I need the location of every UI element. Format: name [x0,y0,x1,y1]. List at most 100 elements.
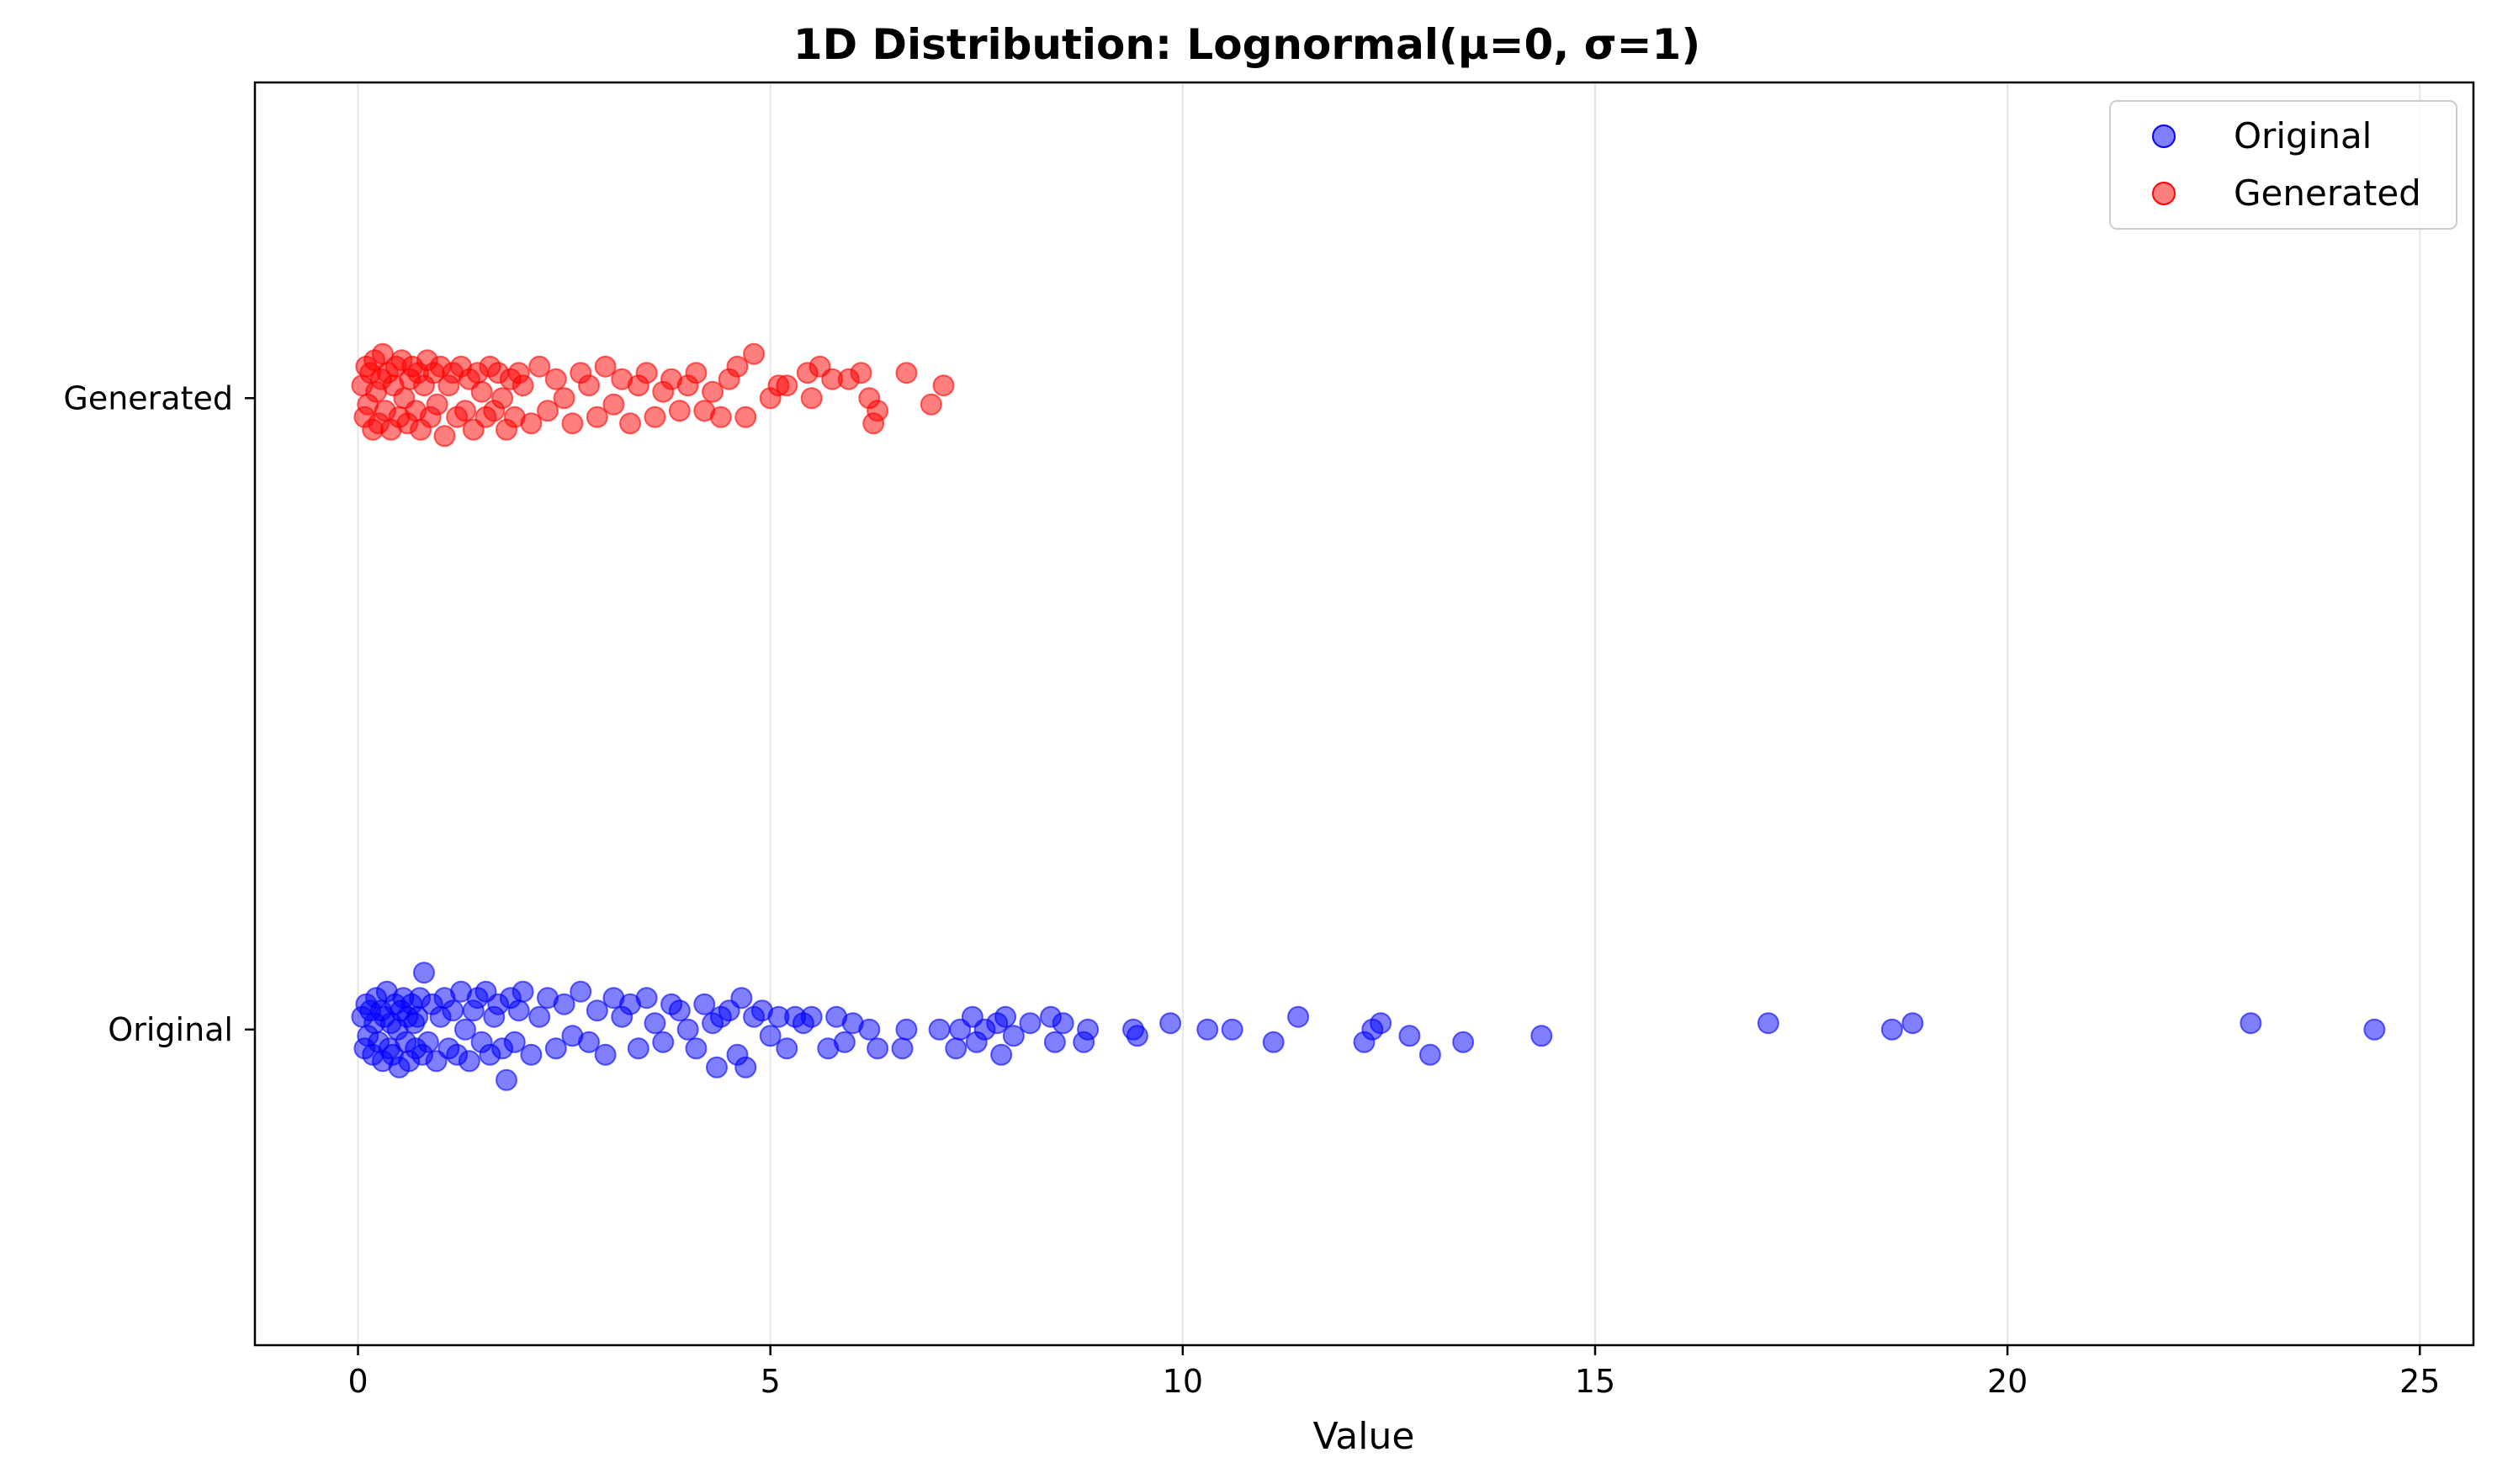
chart-title: 1D Distribution: Lognormal(μ=0, σ=1) [793,20,1700,69]
series-original [351,962,2386,1091]
data-point-original [544,1037,567,1060]
data-point-original [1043,1031,1066,1053]
data-point-original [734,1056,757,1079]
data-point-original [520,1043,543,1066]
data-point-original [1757,1012,1779,1035]
data-point-generated [850,362,872,384]
data-point-original [412,962,435,984]
data-point-generated [619,412,642,435]
data-point-generated [520,412,543,435]
data-point-original [990,1043,1013,1066]
data-point-original [1126,1025,1148,1047]
data-point-generated [594,355,617,378]
x-tick-label: 10 [1163,1363,1203,1400]
data-point-original [676,1018,699,1041]
data-point-original [594,1043,617,1066]
data-point-original [1880,1018,1903,1041]
data-point-generated [561,412,584,435]
y-tick-label-original: Original [108,1011,233,1048]
data-point-generated [491,387,514,410]
data-point-original [503,1031,526,1053]
x-tick-label: 0 [347,1363,368,1400]
data-point-generated [433,425,456,448]
legend-marker-original [2152,125,2176,148]
gridlines [357,82,2421,1345]
data-point-generated [867,400,889,422]
data-point-original [1019,1012,1042,1035]
data-point-original [635,987,658,1010]
x-tick-label: 5 [761,1363,781,1400]
legend-box [2109,100,2457,230]
data-point-original [945,1037,968,1060]
data-point-original [668,999,691,1022]
data-point-original [1262,1031,1285,1053]
data-point-original [627,1037,649,1060]
data-point-original [586,999,608,1022]
y-tick-label-generated: Generated [63,379,233,416]
data-point-generated [800,387,823,410]
data-point-generated [726,355,749,378]
data-point-original [644,1012,666,1035]
data-point-original [553,993,575,1015]
data-point-original [928,1018,951,1041]
data-point-generated [895,362,918,384]
data-point-original [994,1005,1017,1028]
data-point-original [1221,1018,1243,1041]
data-point-original [416,1031,439,1053]
data-point-original [693,993,716,1015]
data-point-generated [685,362,708,384]
data-point-original [1002,1025,1025,1047]
data-point-original [730,987,753,1010]
series-generated [351,342,955,448]
data-point-generated [743,342,766,365]
data-point-original [1901,1012,1924,1035]
data-point-original [1196,1018,1219,1041]
x-axis-ticks: 0 5 10 15 20 25 [347,1345,2440,1400]
legend-marker-generated [2152,182,2176,205]
data-point-original [759,1025,782,1047]
data-point-generated [578,374,601,397]
data-point-generated [553,387,575,410]
data-point-generated [537,400,559,422]
data-point-generated [586,405,608,428]
data-point-original [800,1005,823,1028]
data-point-original [495,1068,517,1091]
data-point-generated [602,393,625,416]
legend-label-generated: Generated [2234,172,2421,214]
data-point-generated [920,393,942,416]
data-point-original [442,999,464,1022]
data-point-original [1287,1005,1310,1028]
data-point-generated [635,362,658,384]
data-point-original [2363,1018,2386,1041]
data-point-generated [932,374,955,397]
data-point-generated [734,405,757,428]
data-points [351,342,2386,1091]
data-point-original [1398,1025,1421,1047]
data-point-original [1370,1012,1392,1035]
data-point-generated [544,368,567,390]
data-point-original [528,1005,551,1028]
data-point-original [1052,1012,1074,1035]
data-point-original [652,1031,675,1053]
data-point-original [453,1018,476,1041]
data-point-original [507,999,530,1022]
data-point-original [2240,1012,2262,1035]
data-point-generated [776,374,798,397]
data-point-generated [512,374,534,397]
x-tick-label: 25 [2399,1363,2440,1400]
x-axis-label: Value [1313,1415,1415,1458]
data-point-original [705,1056,728,1079]
data-point-original [833,1031,856,1053]
legend-label-original: Original [2234,115,2372,156]
legend: Original Generated [2109,100,2457,230]
x-tick-label: 15 [1575,1363,1615,1400]
data-point-generated [426,393,448,416]
data-point-original [512,980,534,1003]
data-point-original [1077,1018,1100,1041]
plot-frame [253,81,2475,1347]
data-point-generated [470,380,493,403]
data-point-original [1159,1012,1182,1035]
data-point-original [570,980,592,1003]
